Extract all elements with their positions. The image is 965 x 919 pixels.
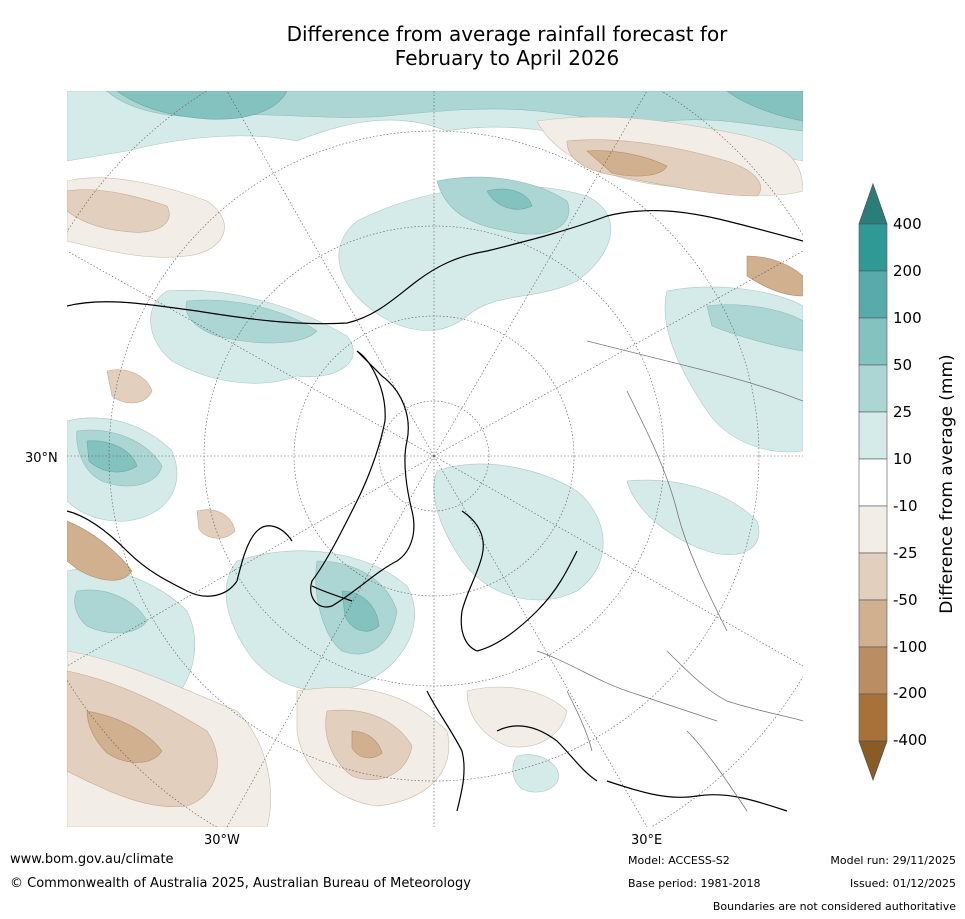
colorbar-bin-minus50-minus25 [858,552,888,601]
colorbar-tick: -50 [893,591,918,609]
colorbar-tick: 25 [893,403,913,421]
lat-label-30n: 30°N [25,451,58,466]
colorbar-tick: 100 [893,309,922,327]
colorbar-tick: -25 [893,544,918,562]
colorbar-bin-50-100 [858,317,888,366]
country-boundaries [536,340,803,812]
colorbar-top-arrow [858,182,888,225]
issued-text: Issued: 01/12/2025 [849,877,956,890]
colorbar-tick: 10 [893,450,913,468]
website-link[interactable]: www.bom.gov.au/climate [10,852,174,867]
colorbar-bin-minus400-minus200 [858,693,888,742]
colorbar-tick: -400 [893,731,928,749]
model-text: Model: ACCESS-S2 [628,854,730,867]
colorbar-bin-minus200-minus100 [858,646,888,695]
anomaly-50-100-region [86,91,803,632]
colorbar-tick: 50 [893,356,913,374]
colorbar [858,182,888,782]
title-line-2: February to April 2026 [394,46,620,70]
colorbar-bottom-arrow [858,740,888,782]
colorbar-tick: 200 [893,262,922,280]
colorbar-bin-100-200 [858,270,888,319]
lon-label-30e: 30°E [631,833,663,848]
colorbar-bin-25-50 [858,364,888,413]
colorbar-bin-minus100-minus50 [858,599,888,648]
coastlines [67,209,803,812]
base-period-text: Base period: 1981-2018 [628,877,761,890]
colorbar-tick: -200 [893,684,928,702]
colorbar-tick: -10 [893,497,918,515]
anomaly-minus50-minus100-region [67,150,803,763]
title-line-1: Difference from average rainfall forecas… [286,22,728,46]
colorbar-bin-200-400 [858,223,888,272]
colorbar-tick: 400 [893,215,922,233]
colorbar-tick: -100 [893,638,928,656]
lon-label-30w: 30°W [204,833,240,848]
copyright-text: © Commonwealth of Australia 2025, Austra… [10,876,471,891]
map-title: Difference from average rainfall forecas… [200,22,814,70]
disclaimer-text: Boundaries are not considered authoritat… [712,900,956,913]
colorbar-bin-minus10-10 [858,458,888,507]
rainfall-map [67,91,803,827]
model-run-text: Model run: 29/11/2025 [830,854,956,867]
map-svg [67,91,803,827]
colorbar-title: Difference from average (mm) [937,354,957,614]
colorbar-bin-minus25-minus10 [858,505,888,554]
colorbar-bin-10-25 [858,411,888,460]
